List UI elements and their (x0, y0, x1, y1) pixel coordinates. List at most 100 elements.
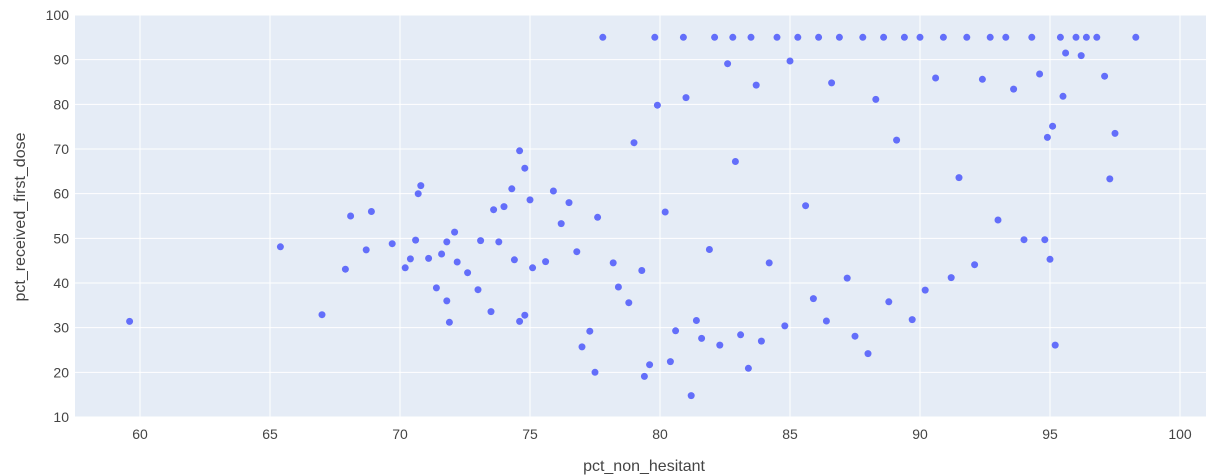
data-point (1002, 33, 1010, 41)
data-point (1036, 70, 1044, 78)
data-point (341, 265, 349, 273)
data-point (417, 182, 425, 190)
data-point (367, 208, 375, 215)
data-point (705, 246, 713, 253)
x-tick-label: 75 (522, 426, 538, 442)
y-tick-label: 50 (53, 230, 69, 246)
data-point (1056, 33, 1064, 41)
data-point (510, 256, 518, 264)
data-point (835, 33, 843, 41)
data-point (516, 317, 524, 325)
data-point (885, 298, 893, 306)
data-point (425, 254, 433, 262)
y-axis-title: pct_received_first_dose (12, 132, 29, 301)
x-tick-label: 60 (132, 426, 148, 442)
data-point (609, 259, 617, 267)
data-point (586, 327, 594, 335)
data-point (932, 74, 940, 82)
data-point (1059, 92, 1067, 100)
data-point (451, 228, 459, 236)
data-point (672, 327, 680, 335)
data-point (640, 372, 648, 380)
data-point (1062, 49, 1070, 57)
data-point (1072, 33, 1080, 41)
x-tick-label: 85 (782, 426, 798, 442)
data-point (916, 33, 924, 41)
data-point (521, 164, 529, 172)
data-point (864, 350, 872, 358)
data-point (786, 57, 794, 65)
data-point (908, 316, 916, 324)
data-point (508, 185, 516, 193)
y-tick-label: 90 (53, 52, 69, 68)
y-tick-label: 70 (53, 141, 69, 157)
data-point (453, 258, 461, 266)
data-point (406, 255, 414, 263)
data-point (698, 334, 706, 342)
data-point (692, 317, 700, 324)
data-point (955, 174, 963, 182)
y-tick-label: 20 (53, 364, 69, 380)
data-point (549, 187, 557, 195)
data-point (529, 264, 537, 272)
data-point (438, 250, 446, 258)
data-point (893, 136, 901, 144)
data-point (464, 269, 472, 277)
data-point (653, 101, 661, 109)
data-point (851, 332, 859, 340)
x-tick-label: 95 (1042, 426, 1058, 442)
data-point (1010, 85, 1018, 93)
data-point (765, 259, 773, 267)
data-point (362, 246, 370, 254)
data-point (921, 286, 929, 294)
data-point (565, 199, 573, 207)
data-point (794, 33, 802, 41)
data-point (318, 311, 326, 319)
gridlines (75, 14, 1206, 418)
data-point (432, 284, 440, 292)
data-point (495, 238, 503, 246)
data-point (487, 308, 495, 316)
data-point (1106, 175, 1114, 183)
data-point (963, 33, 971, 41)
data-point (1041, 236, 1049, 244)
data-point (542, 258, 550, 266)
data-point (666, 358, 674, 366)
plot-background (75, 15, 1206, 417)
data-point (1082, 33, 1090, 41)
data-point (802, 202, 810, 210)
x-tick-labels: 60 65 70 75 80 85 90 95 100 (132, 426, 1192, 442)
data-point (578, 343, 586, 351)
data-point (1101, 72, 1109, 80)
data-point (978, 75, 986, 83)
data-point (599, 33, 607, 41)
x-tick-label: 80 (652, 426, 668, 442)
data-point (737, 331, 745, 339)
data-point (752, 81, 760, 89)
data-point (557, 220, 565, 228)
data-point (638, 267, 646, 274)
data-point (651, 33, 659, 41)
data-point (773, 33, 781, 41)
data-point (126, 317, 134, 325)
data-point (445, 318, 453, 326)
data-point (401, 264, 409, 272)
data-point (781, 322, 789, 330)
data-point (412, 236, 420, 244)
data-point (443, 238, 451, 246)
data-point (1051, 341, 1059, 349)
data-point (947, 274, 955, 282)
data-point (747, 33, 755, 41)
data-point (630, 139, 638, 147)
data-point (573, 248, 581, 256)
data-point (729, 33, 737, 41)
data-point (646, 361, 654, 369)
data-point (500, 203, 508, 211)
data-point (1132, 33, 1140, 41)
data-point (679, 33, 687, 41)
data-point (986, 33, 994, 41)
data-point (994, 216, 1002, 224)
data-point (1028, 33, 1036, 41)
data-point (1111, 129, 1119, 137)
